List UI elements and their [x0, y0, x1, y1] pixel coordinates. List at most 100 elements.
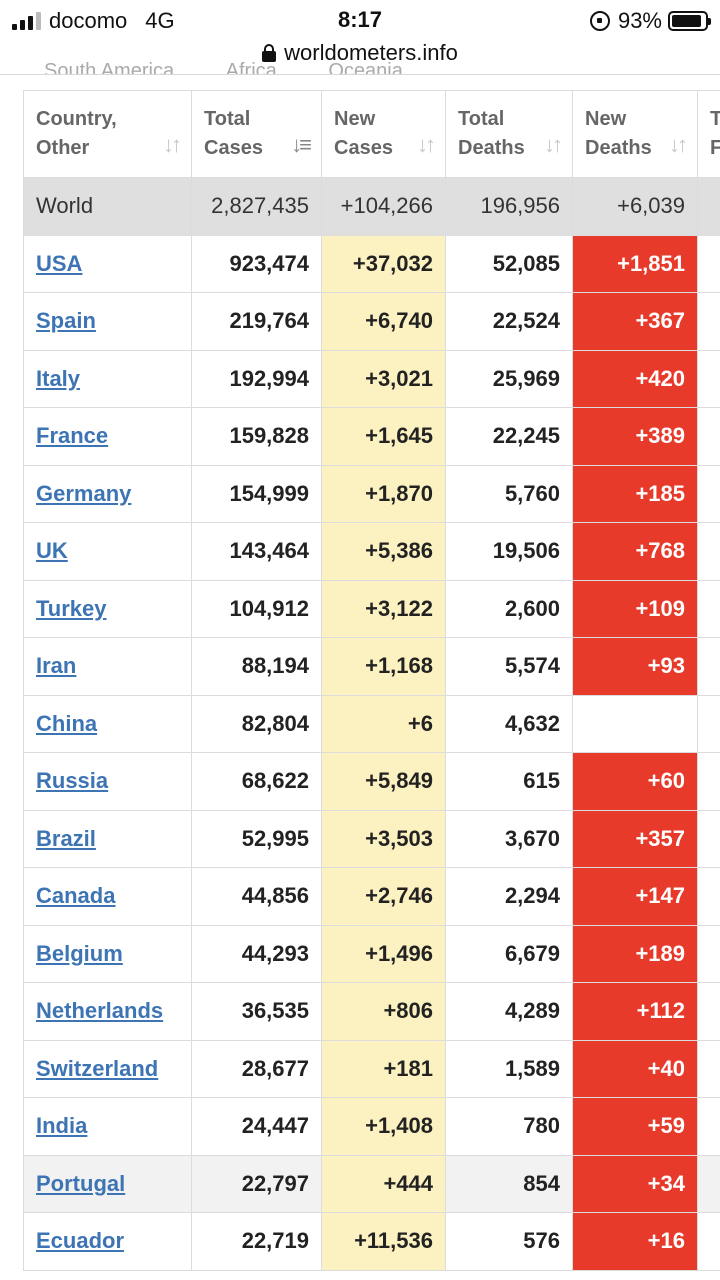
extra-cell [697, 1039, 720, 1098]
header-country[interactable]: Country, Other ↓↑ [23, 90, 192, 178]
total-cases-cell: 219,764 [191, 292, 322, 351]
new-deaths-cell: +389 [572, 407, 698, 466]
new-cases-cell: +5,386 [321, 522, 446, 581]
address-bar[interactable]: worldometers.info [0, 36, 720, 70]
total-deaths-cell: 576 [445, 1212, 573, 1271]
new-deaths-cell: +60 [572, 752, 698, 811]
total-deaths-cell: 5,760 [445, 464, 573, 523]
table-row: Netherlands 36,535 +806 4,289 +112 [23, 982, 720, 1041]
total-deaths-cell: 854 [445, 1154, 573, 1213]
new-deaths-cell: +185 [572, 464, 698, 523]
country-link[interactable]: Italy [36, 365, 81, 391]
table-row: Germany 154,999 +1,870 5,760 +185 [23, 464, 720, 523]
country-link[interactable]: Netherlands [36, 998, 164, 1024]
table-row: Russia 68,622 +5,849 615 +60 [23, 752, 720, 811]
total-deaths-cell: 1,589 [445, 1039, 573, 1098]
world-new-cases: +104,266 [321, 177, 446, 236]
header-total-recovered-partial[interactable]: T F [697, 90, 720, 178]
header-new-cases[interactable]: New Cases ↓↑ [321, 90, 446, 178]
new-cases-cell: +1,496 [321, 924, 446, 983]
world-total-deaths: 196,956 [445, 177, 573, 236]
signal-icon [12, 12, 41, 30]
total-cases-cell: 24,447 [191, 1097, 322, 1156]
country-link[interactable]: Portugal [36, 1170, 126, 1196]
world-total-cases: 2,827,435 [191, 177, 322, 236]
new-deaths-cell: +189 [572, 924, 698, 983]
new-cases-cell: +1,645 [321, 407, 446, 466]
carrier-name: docomo [49, 8, 128, 33]
battery-percent: 93% [617, 8, 662, 33]
new-deaths-cell: +16 [572, 1212, 698, 1271]
total-cases-cell: 154,999 [191, 464, 322, 523]
country-cell: Brazil [23, 809, 192, 868]
country-link[interactable]: Iran [36, 653, 77, 679]
country-link[interactable]: Switzerland [36, 1055, 159, 1081]
extra-cell [697, 1097, 720, 1156]
clock: 8:17 [337, 7, 383, 32]
country-link[interactable]: Germany [36, 480, 132, 506]
world-label: World [23, 177, 192, 236]
new-deaths-cell: +768 [572, 522, 698, 581]
new-deaths-cell: +1,851 [572, 234, 698, 293]
country-link[interactable]: Russia [36, 768, 109, 794]
header-total-cases[interactable]: Total Cases ↓≡ [191, 90, 322, 178]
extra-cell [697, 809, 720, 868]
new-deaths-cell: +147 [572, 867, 698, 926]
country-link[interactable]: China [36, 710, 98, 736]
new-cases-cell: +444 [321, 1154, 446, 1213]
total-deaths-cell: 2,294 [445, 867, 573, 926]
tab-oceania[interactable]: Oceania [328, 60, 403, 74]
world-extra-cell [697, 177, 720, 236]
lock-icon [262, 44, 277, 62]
table-body: World 2,827,435 +104,266 196,956 +6,039 … [23, 177, 720, 1271]
total-cases-cell: 44,856 [191, 867, 322, 926]
world-row: World 2,827,435 +104,266 196,956 +6,039 [23, 177, 720, 236]
total-cases-cell: 104,912 [191, 579, 322, 638]
new-cases-cell: +1,870 [321, 464, 446, 523]
status-right: 93% [589, 8, 711, 34]
extra-cell [697, 407, 720, 466]
tab-south-america[interactable]: South America [44, 60, 175, 74]
extra-cell [697, 637, 720, 696]
country-cell: France [23, 407, 192, 466]
total-deaths-cell: 2,600 [445, 579, 573, 638]
country-cell: Italy [23, 349, 192, 408]
total-cases-cell: 68,622 [191, 752, 322, 811]
country-link[interactable]: UK [36, 538, 68, 564]
table-row: Canada 44,856 +2,746 2,294 +147 [23, 867, 720, 926]
country-link[interactable]: France [36, 423, 109, 449]
total-cases-cell: 44,293 [191, 924, 322, 983]
header-new-deaths[interactable]: New Deaths ↓↑ [572, 90, 698, 178]
sort-desc-icon: ↓≡ [291, 132, 312, 157]
table-row: China 82,804 +6 4,632 [23, 694, 720, 753]
header-total-deaths[interactable]: Total Deaths ↓↑ [445, 90, 573, 178]
total-deaths-cell: 6,679 [445, 924, 573, 983]
covid-table-container[interactable]: Country, Other ↓↑ Total Cases ↓≡ New Cas… [23, 90, 720, 1280]
status-left: docomo 4G [12, 8, 175, 34]
extra-cell [697, 349, 720, 408]
country-link[interactable]: Brazil [36, 825, 96, 851]
table-row: USA 923,474 +37,032 52,085 +1,851 [23, 234, 720, 293]
country-link[interactable]: Belgium [36, 940, 123, 966]
tab-africa[interactable]: Africa [225, 60, 277, 74]
country-link[interactable]: India [36, 1113, 88, 1139]
extra-cell [697, 924, 720, 983]
country-link[interactable]: Ecuador [36, 1228, 125, 1254]
country-cell: Russia [23, 752, 192, 811]
url-text: worldometers.info [284, 40, 458, 65]
total-deaths-cell: 25,969 [445, 349, 573, 408]
header-total-cases-line1: Total [204, 108, 251, 130]
country-link[interactable]: Canada [36, 883, 116, 909]
extra-cell [697, 752, 720, 811]
sort-icon: ↓↑ [669, 132, 688, 157]
table-row: Turkey 104,912 +3,122 2,600 +109 [23, 579, 720, 638]
covid-table: Country, Other ↓↑ Total Cases ↓≡ New Cas… [23, 90, 720, 1271]
extra-cell [697, 1212, 720, 1271]
country-link[interactable]: Spain [36, 308, 96, 334]
country-link[interactable]: Turkey [36, 595, 107, 621]
new-deaths-cell: +367 [572, 292, 698, 351]
new-cases-cell: +5,849 [321, 752, 446, 811]
country-cell: UK [23, 522, 192, 581]
country-link[interactable]: USA [36, 250, 83, 276]
extra-cell [697, 579, 720, 638]
